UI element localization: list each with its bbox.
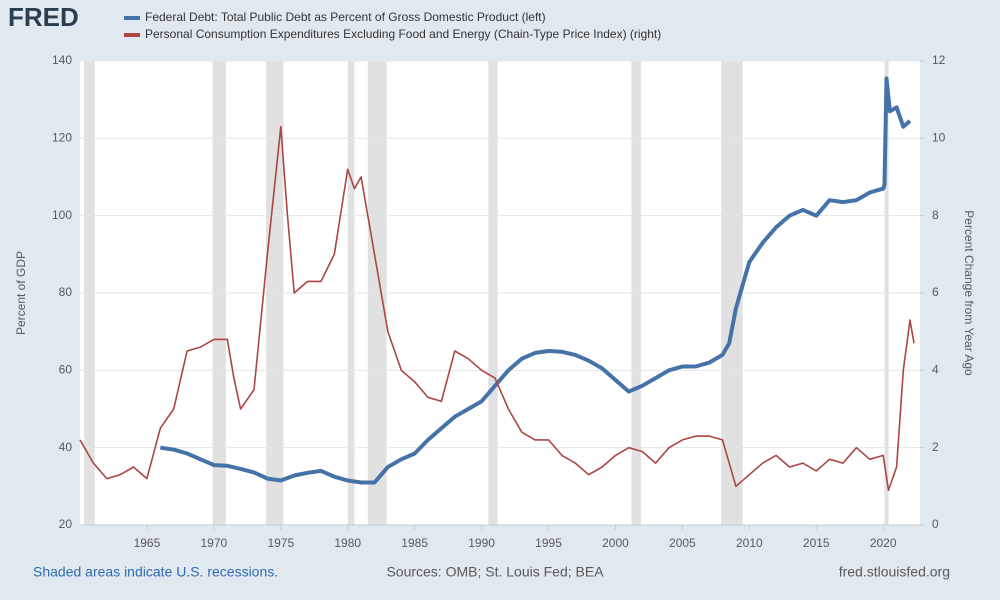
x-tick-label: 1975 [267,536,294,550]
y2-tick-label: 12 [932,53,946,67]
y-tick-label: 60 [59,363,73,377]
x-tick-label: 2000 [602,536,629,550]
x-tick-label: 1965 [134,536,161,550]
x-tick-label: 1995 [535,536,562,550]
x-tick-label: 1970 [201,536,228,550]
x-tick-label: 1985 [401,536,428,550]
y-tick-label: 80 [59,285,73,299]
y2-tick-label: 6 [932,285,939,299]
x-tick-label: 1990 [468,536,495,550]
y-tick-label: 140 [52,53,72,67]
x-tick-label: 2005 [669,536,696,550]
y2-tick-label: 10 [932,131,946,145]
x-tick-label: 1980 [334,536,361,550]
y2-tick-label: 4 [932,363,939,377]
legend-label: Personal Consumption Expenditures Exclud… [145,27,661,41]
footer-url[interactable]: fred.stlouisfed.org [839,564,950,580]
y2-axis-label: Percent Change from Year Ago [962,210,976,376]
brand-logo: FRED [8,2,79,32]
x-tick-label: 2015 [803,536,830,550]
y2-tick-label: 0 [932,517,939,531]
y-tick-label: 40 [59,440,73,454]
footer-sources: Sources: OMB; St. Louis Fed; BEA [386,564,604,580]
legend-label: Federal Debt: Total Public Debt as Perce… [145,10,546,24]
x-tick-label: 2010 [736,536,763,550]
y-axis-label: Percent of GDP [14,251,28,335]
y-tick-label: 100 [52,208,72,222]
footer-note[interactable]: Shaded areas indicate U.S. recessions. [33,564,278,580]
y-tick-label: 120 [52,131,72,145]
series-line [79,125,915,491]
x-tick-label: 2020 [870,536,897,550]
y2-tick-label: 8 [932,208,939,222]
y-tick-label: 20 [59,517,73,531]
series-line [160,76,912,485]
y2-tick-label: 2 [932,440,939,454]
